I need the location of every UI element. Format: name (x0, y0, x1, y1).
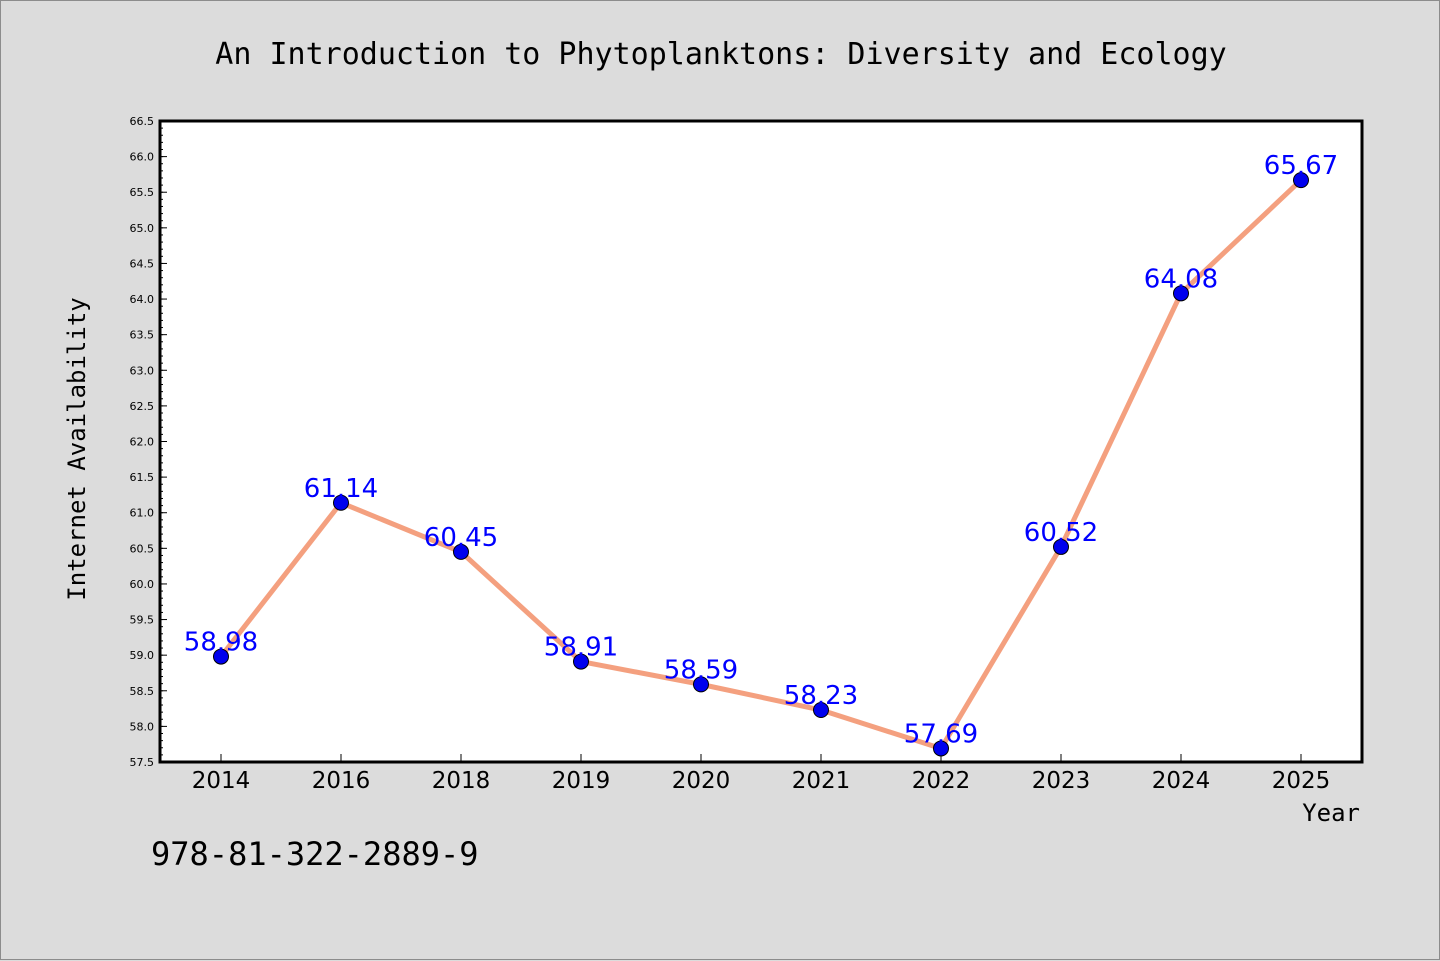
y-tick-label: 57.5 (130, 756, 155, 769)
data-label: 57.69 (904, 719, 978, 749)
chart-title: An Introduction to Phytoplanktons: Diver… (215, 37, 1226, 72)
x-tick-label: 2022 (912, 768, 971, 794)
y-axis: 57.5 58.0 58.5 59.0 59.5 60.0 60.5 61.0 61.5 62.0… (130, 115, 167, 769)
y-tick-label: 58.0 (130, 720, 155, 733)
y-tick-label: 62.5 (130, 400, 155, 413)
data-point (333, 494, 349, 511)
isbn-footer: 978-81-322-2889-9 (151, 835, 479, 873)
y-tick-label: 60.5 (130, 542, 155, 555)
x-tick-label: 2014 (192, 768, 251, 794)
x-tick-label: 2016 (312, 768, 371, 794)
data-labels: 58.98 61.14 60.45 58.91 58.59 58.23 57.69 60.52… (184, 151, 1338, 749)
y-tick-label: 60.0 (130, 578, 155, 591)
x-axis: 2014 2016 2018 2019 2020 2021 2022 2023 2024 2025 (192, 754, 1331, 794)
y-tick-label: 63.0 (130, 364, 155, 377)
data-point (933, 740, 949, 757)
y-tick-label: 59.0 (130, 649, 155, 662)
data-point (1173, 285, 1189, 302)
data-label: 58.23 (784, 681, 858, 711)
data-point (1293, 172, 1309, 189)
x-tick-label: 2019 (552, 768, 611, 794)
x-tick-label: 2023 (1032, 768, 1091, 794)
data-label: 61.14 (304, 474, 378, 504)
x-tick-label: 2025 (1272, 768, 1331, 794)
y-tick-label: 58.5 (130, 685, 155, 698)
x-tick-label: 2024 (1152, 768, 1211, 794)
y-tick-label: 61.0 (130, 507, 155, 520)
x-tick-label: 2020 (672, 768, 731, 794)
data-point (573, 653, 589, 670)
data-label: 58.59 (664, 655, 738, 685)
y-tick-label: 63.5 (130, 329, 155, 342)
x-tick-label: 2021 (792, 768, 851, 794)
data-label: 60.52 (1024, 518, 1098, 548)
y-tick-label: 66.0 (130, 151, 155, 164)
data-label: 58.91 (544, 633, 618, 663)
y-tick-label: 66.5 (130, 115, 155, 128)
y-tick-label: 61.5 (130, 471, 155, 484)
series-line (219, 178, 1303, 751)
data-point (1053, 538, 1069, 555)
plot-area (158, 119, 1364, 764)
data-point (453, 543, 469, 560)
y-tick-label: 59.5 (130, 614, 155, 627)
x-axis-label: Year (1302, 799, 1360, 827)
y-tick-label: 65.0 (130, 222, 155, 235)
data-markers (213, 172, 1309, 757)
y-tick-label: 65.5 (130, 186, 155, 199)
y-axis-label: Internet Availability (63, 297, 91, 600)
data-label: 58.98 (184, 628, 258, 658)
data-point (213, 648, 229, 665)
data-label: 65.67 (1264, 151, 1338, 181)
data-label: 60.45 (424, 523, 498, 553)
data-point (693, 676, 709, 693)
data-point (813, 702, 829, 719)
y-tick-label: 62.0 (130, 436, 155, 449)
x-tick-label: 2018 (432, 768, 491, 794)
y-tick-label: 64.5 (130, 257, 155, 270)
y-tick-label: 64.0 (130, 293, 155, 306)
data-label: 64.08 (1144, 264, 1218, 294)
